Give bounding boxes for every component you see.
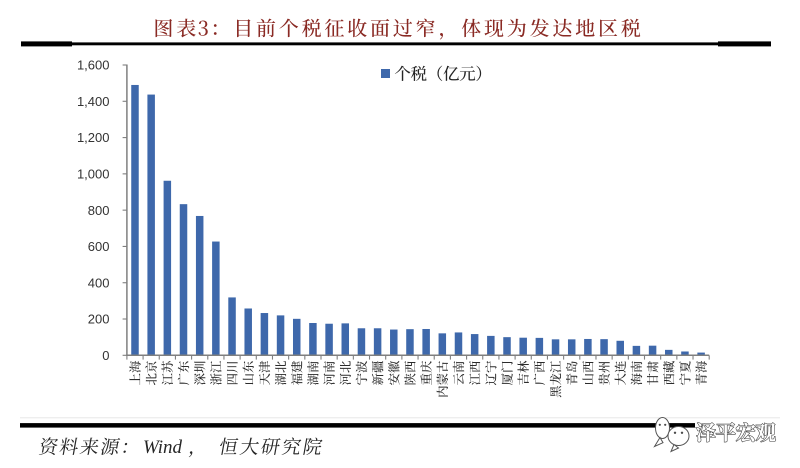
svg-text:Wind: Wind bbox=[143, 437, 183, 458]
svg-text:600: 600 bbox=[88, 239, 110, 254]
svg-text:1,000: 1,000 bbox=[77, 166, 110, 181]
svg-text:0: 0 bbox=[102, 348, 109, 363]
svg-text:400: 400 bbox=[88, 275, 110, 290]
svg-text:1,600: 1,600 bbox=[77, 58, 110, 73]
svg-text:200: 200 bbox=[88, 312, 110, 327]
svg-text:800: 800 bbox=[88, 203, 110, 218]
svg-text:1,200: 1,200 bbox=[77, 130, 110, 145]
svg-text:1,400: 1,400 bbox=[77, 94, 110, 109]
